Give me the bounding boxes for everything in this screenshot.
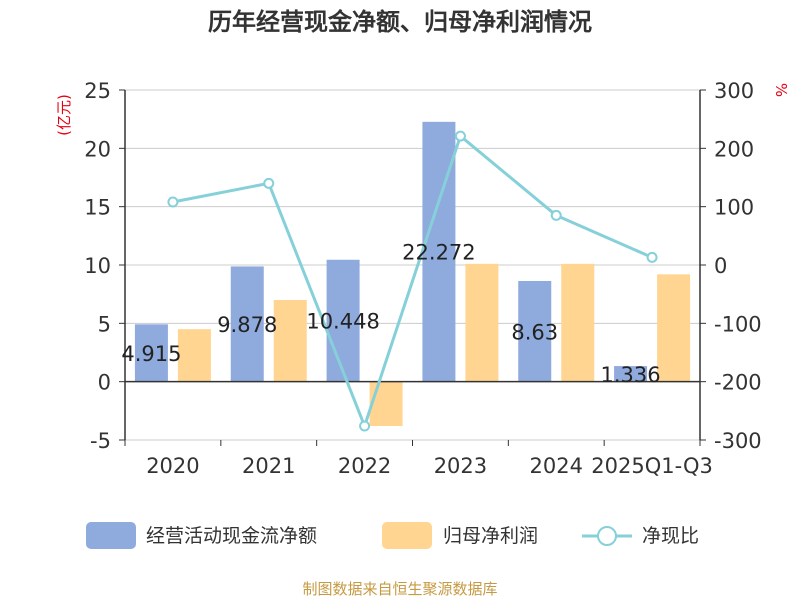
bar-cashflow	[614, 366, 648, 382]
ratio-point	[167, 196, 179, 208]
right-axis-tick-label: 200	[714, 137, 754, 161]
bar-cashflow	[326, 259, 360, 382]
bar-cashflow	[230, 266, 264, 382]
legend-swatch-profit	[382, 522, 432, 549]
ratio-line	[172, 134, 653, 428]
cashflow-data-label: 8.63	[511, 320, 558, 344]
right-axis-tick-label: -200	[714, 371, 762, 395]
x-axis-tick-label: 2024	[530, 454, 583, 478]
legend-label-profit: 归母净利润	[443, 525, 538, 547]
left-axis-title: (亿元)	[55, 94, 73, 136]
left-axis-tick-label: 25	[84, 79, 111, 103]
left-axis-tick-label: 20	[84, 137, 111, 161]
legend-label-ratio: 净现比	[642, 525, 699, 547]
line-layer	[167, 130, 658, 432]
grid-layer	[125, 89, 700, 441]
ratio-point	[646, 251, 658, 263]
bar-profit	[561, 263, 595, 382]
x-axis-tick-label: 2021	[242, 454, 295, 478]
right-axis-tick-label: 100	[714, 196, 754, 220]
left-axis-tick-label: 10	[84, 254, 111, 278]
legend-label-cashflow: 经营活动现金流净额	[146, 525, 317, 547]
bar-profit	[177, 329, 211, 382]
bar-profit	[369, 381, 403, 426]
chart-title: 历年经营现金净额、归母净利润情况	[208, 8, 592, 36]
axis-layer: -5 0 5 10 15 20 25 -300 -200 -100 0 100 200 300 2020 20…	[84, 79, 761, 478]
left-axis-tick-label: 15	[84, 196, 111, 220]
legend: 经营活动现金流净额 归母净利润 净现比	[86, 522, 699, 549]
legend-swatch-cashflow	[86, 522, 136, 549]
ratio-point	[454, 130, 466, 142]
bar-profit	[273, 300, 307, 382]
bar-cashflow	[134, 324, 168, 382]
bar-cashflow	[518, 280, 552, 382]
right-axis-tick-label: 0	[714, 254, 727, 278]
right-axis-tick-label: -300	[714, 429, 762, 453]
source-note: 制图数据来自恒生聚源数据库	[302, 580, 497, 598]
cashflow-data-label: 10.448	[306, 310, 379, 334]
right-axis-tick-label: -100	[714, 312, 762, 336]
cashflow-data-label: 22.272	[402, 241, 475, 265]
legend-marker-ratio	[597, 526, 617, 546]
x-axis-tick-label: 2025Q1-Q3	[591, 454, 713, 478]
legend-item-profit[interactable]: 归母净利润	[382, 522, 538, 549]
legend-item-cashflow[interactable]: 经营活动现金流净额	[86, 522, 317, 549]
bar-profit	[465, 263, 499, 382]
cashflow-data-label: 1.336	[601, 363, 661, 387]
cashflow-data-label: 4.915	[121, 342, 181, 366]
legend-item-ratio[interactable]: 净现比	[582, 525, 699, 547]
right-axis-tick-label: 300	[714, 79, 754, 103]
ratio-point	[263, 177, 275, 189]
ratio-point	[359, 420, 371, 432]
left-axis-tick-label: 5	[98, 312, 111, 336]
x-axis-tick-label: 2023	[434, 454, 487, 478]
x-axis-tick-label: 2020	[146, 454, 199, 478]
ratio-point	[550, 209, 562, 221]
left-axis-tick-label: 0	[98, 371, 111, 395]
left-axis-tick-label: -5	[90, 429, 111, 453]
x-axis-tick-label: 2022	[338, 454, 391, 478]
label-layer: 4.915 9.878 10.448 22.272 8.63 1.336	[121, 241, 660, 387]
cashflow-data-label: 9.878	[217, 313, 277, 337]
right-axis-title: %	[772, 83, 790, 97]
bar-profit	[657, 274, 691, 382]
